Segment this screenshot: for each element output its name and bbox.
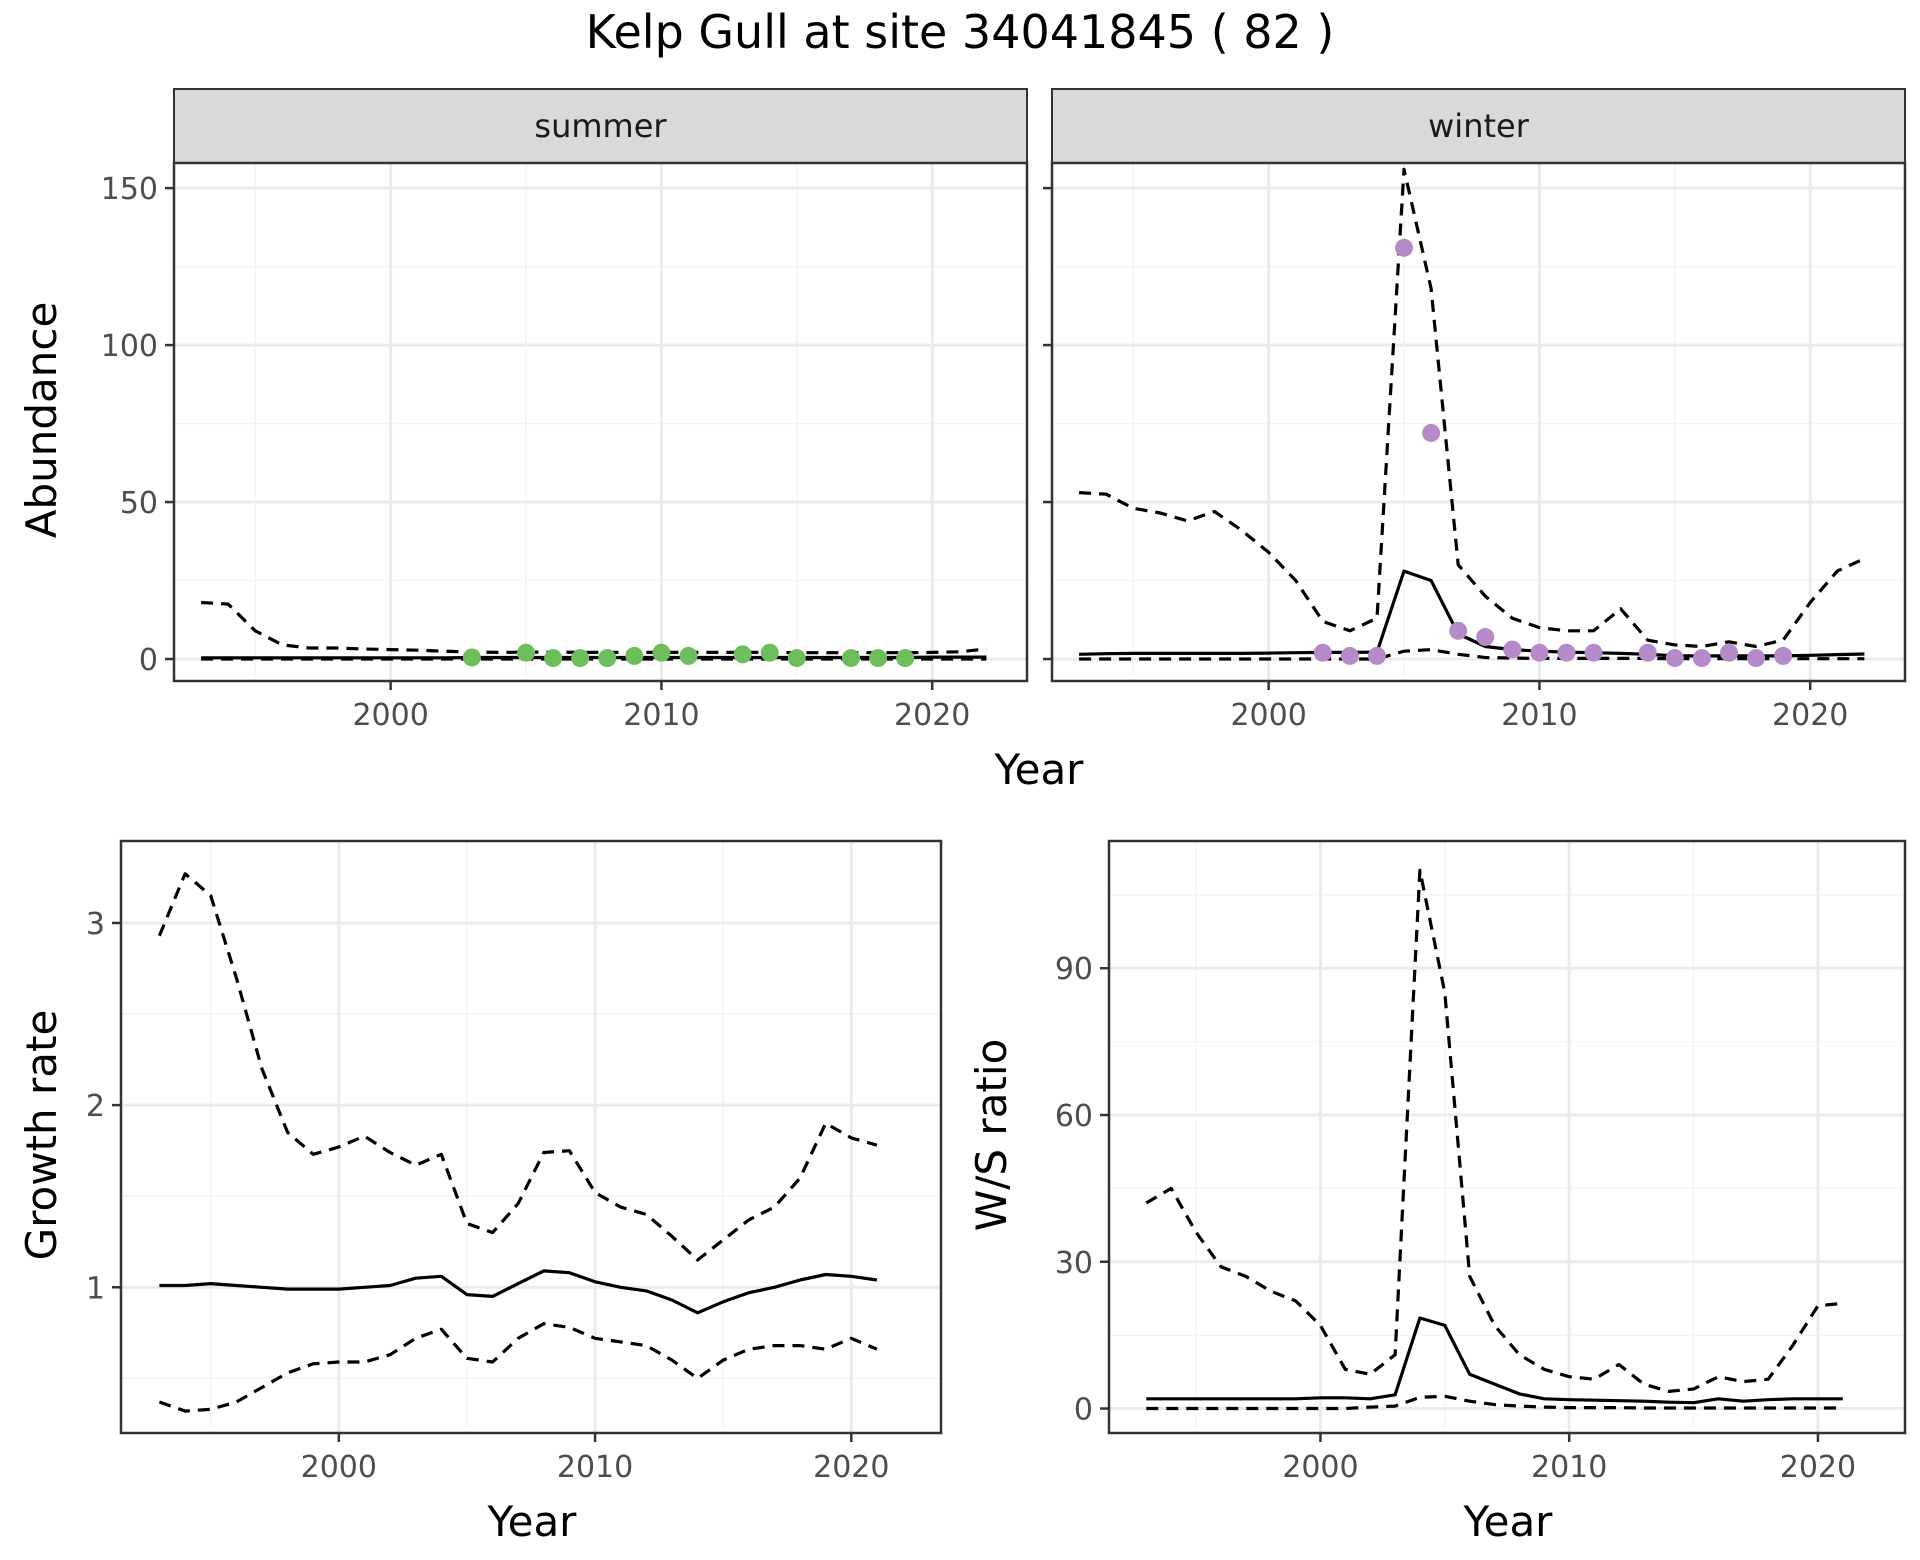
summer-abundance-panel: summer 2000 2010 2020 0 50 100 150 xyxy=(101,88,1029,733)
summer-y-tick-label: 0 xyxy=(139,643,158,678)
winter-panel-border xyxy=(1050,161,1907,683)
winter-upper-line xyxy=(1079,167,1866,649)
x-axis-title-growth-rate: Year xyxy=(487,1497,578,1546)
summer-observed-point xyxy=(598,649,617,668)
x-axis-title-ws-ratio: Year xyxy=(1463,1497,1554,1546)
winter-observed-point xyxy=(1449,621,1468,640)
summer-observed-point xyxy=(571,649,590,668)
summer-observed-point xyxy=(896,649,915,668)
winter-lower-line xyxy=(1079,647,1865,661)
winter-panel-background xyxy=(1052,163,1905,681)
ws-x-tick-label: 2010 xyxy=(1531,1450,1607,1485)
ws-ratio-panel: 2000 2010 2020 0 30 60 90 xyxy=(1055,839,1907,1485)
winter-observed-point xyxy=(1719,643,1738,662)
y-axis-title-abundance: Abundance xyxy=(17,302,66,539)
growth-y-tick-label: 3 xyxy=(86,907,105,942)
summer-x-tick-label: 2010 xyxy=(623,698,699,733)
ws-y-tick-label: 90 xyxy=(1055,952,1093,987)
summer-y-tick-label: 50 xyxy=(120,486,158,521)
ws-ratio-panel-border xyxy=(1107,839,1907,1435)
ws-y-tick-label: 30 xyxy=(1055,1246,1093,1281)
growth-upper-line xyxy=(157,872,878,1262)
growth-x-tick-label: 2000 xyxy=(301,1450,377,1485)
winter-observed-point xyxy=(1340,646,1359,665)
growth-y-tick-label: 1 xyxy=(86,1271,105,1306)
growth-rate-panel: 2000 2010 2020 1 2 3 xyxy=(86,839,943,1485)
winter-observed-point xyxy=(1774,646,1793,665)
winter-observed-point xyxy=(1638,643,1657,662)
ws-upper-line xyxy=(1145,868,1843,1394)
figure-title: Kelp Gull at site 34041845 ( 82 ) xyxy=(586,5,1335,59)
growth-y-tick-label: 2 xyxy=(86,1089,105,1124)
winter-x-tick-label: 2010 xyxy=(1501,698,1577,733)
summer-observed-point xyxy=(462,648,481,667)
ws-lower-line xyxy=(1146,1394,1843,1411)
summer-y-tick-label: 150 xyxy=(101,172,158,207)
growth-lower-line xyxy=(158,1322,878,1413)
growth-rate-panel-border xyxy=(119,839,943,1435)
summer-x-tick-label: 2020 xyxy=(894,698,970,733)
summer-observed-point xyxy=(625,646,644,665)
summer-observed-point xyxy=(787,649,806,668)
ws-estimate-line xyxy=(1146,1316,1843,1405)
winter-observed-point xyxy=(1557,643,1576,662)
summer-observed-point xyxy=(869,649,888,668)
winter-observed-point xyxy=(1476,628,1495,647)
summer-observed-point xyxy=(517,643,536,662)
summer-strip xyxy=(173,88,1028,164)
summer-observed-point xyxy=(652,643,671,662)
summer-observed-point xyxy=(544,649,563,668)
growth-x-tick-label: 2010 xyxy=(557,1450,633,1485)
winter-observed-point xyxy=(1584,643,1603,662)
summer-y-tick-label: 100 xyxy=(101,329,158,364)
winter-observed-point xyxy=(1747,649,1766,668)
winter-observed-point xyxy=(1367,646,1386,665)
summer-observed-point xyxy=(733,645,752,664)
summer-strip-label: summer xyxy=(534,107,667,145)
y-axis-title-ws-ratio: W/S ratio xyxy=(967,1039,1016,1232)
winter-observed-point xyxy=(1422,423,1441,442)
summer-x-tick-label: 2000 xyxy=(352,698,428,733)
y-axis-title-growth-rate: Growth rate xyxy=(17,1010,66,1261)
growth-x-tick-label: 2020 xyxy=(813,1450,889,1485)
growth-estimate-line xyxy=(159,1269,878,1315)
ws-y-tick-label: 60 xyxy=(1055,1099,1093,1134)
ws-y-tick-label: 0 xyxy=(1074,1393,1093,1428)
summer-panel-border xyxy=(172,161,1029,683)
winter-observed-point xyxy=(1313,643,1332,662)
summer-observed-point xyxy=(760,643,779,662)
winter-abundance-panel: winter 2000 2010 2020 xyxy=(1043,88,1907,733)
winter-observed-point xyxy=(1692,649,1711,668)
summer-panel-background xyxy=(174,163,1027,681)
ws-x-tick-label: 2000 xyxy=(1282,1450,1358,1485)
growth-panel-background xyxy=(121,841,941,1433)
winter-x-tick-label: 2020 xyxy=(1772,698,1848,733)
summer-observed-point xyxy=(679,646,698,665)
winter-observed-point xyxy=(1665,649,1684,668)
ws-panel-background xyxy=(1109,841,1905,1433)
summer-observed-point xyxy=(841,649,860,668)
winter-observed-point xyxy=(1530,643,1549,662)
winter-strip-label: winter xyxy=(1428,107,1530,145)
winter-observed-point xyxy=(1395,238,1414,257)
ws-x-tick-label: 2020 xyxy=(1780,1450,1856,1485)
winter-strip xyxy=(1051,88,1906,164)
x-axis-title-top: Year xyxy=(994,745,1085,794)
winter-observed-point xyxy=(1503,640,1522,659)
winter-x-tick-label: 2000 xyxy=(1230,698,1306,733)
